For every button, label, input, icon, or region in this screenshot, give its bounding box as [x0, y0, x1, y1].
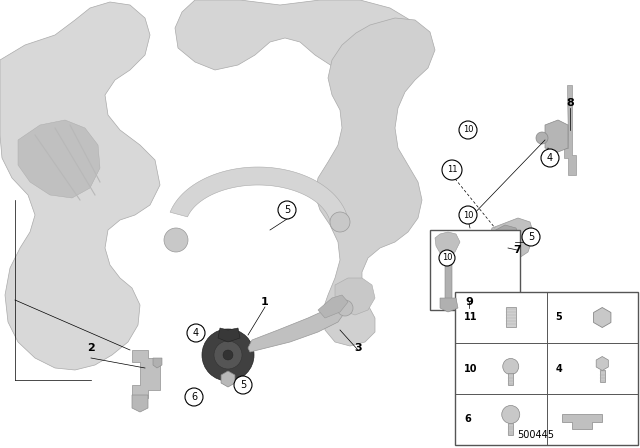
Polygon shape: [18, 120, 100, 198]
Text: 1: 1: [261, 297, 269, 307]
Polygon shape: [132, 350, 160, 398]
Circle shape: [185, 388, 203, 406]
Circle shape: [278, 201, 296, 219]
Bar: [455, 292, 638, 445]
Text: 8: 8: [566, 98, 574, 108]
Text: 11: 11: [447, 165, 457, 175]
Circle shape: [439, 250, 455, 266]
Polygon shape: [435, 232, 460, 255]
Circle shape: [459, 121, 477, 139]
Polygon shape: [545, 120, 568, 152]
Polygon shape: [318, 295, 348, 318]
Text: 3: 3: [354, 343, 362, 353]
Text: 10: 10: [442, 254, 452, 263]
Circle shape: [223, 350, 233, 360]
Text: 7: 7: [513, 245, 521, 255]
Polygon shape: [564, 85, 576, 175]
Polygon shape: [132, 395, 148, 412]
Text: 10: 10: [464, 363, 477, 374]
Text: 6: 6: [464, 414, 471, 425]
Circle shape: [330, 212, 350, 232]
Text: 4: 4: [547, 153, 553, 163]
Text: 5: 5: [240, 380, 246, 390]
Polygon shape: [596, 357, 608, 370]
Polygon shape: [0, 2, 160, 370]
Polygon shape: [218, 328, 240, 342]
Circle shape: [502, 405, 520, 423]
Circle shape: [202, 329, 254, 381]
Polygon shape: [488, 225, 520, 255]
Bar: [508, 423, 513, 435]
Polygon shape: [335, 278, 375, 315]
Text: 4: 4: [556, 363, 563, 374]
Text: 10: 10: [463, 211, 473, 220]
Circle shape: [536, 132, 548, 144]
Text: 500445: 500445: [518, 430, 554, 440]
Polygon shape: [488, 218, 534, 262]
Bar: [508, 374, 513, 385]
Text: 5: 5: [528, 232, 534, 242]
Polygon shape: [445, 252, 452, 302]
Text: 6: 6: [191, 392, 197, 402]
Polygon shape: [248, 305, 345, 352]
Polygon shape: [175, 0, 415, 72]
Circle shape: [234, 376, 252, 394]
Text: 5: 5: [556, 313, 563, 323]
Text: 10: 10: [463, 125, 473, 134]
Bar: [430, 230, 520, 310]
Circle shape: [541, 149, 559, 167]
Polygon shape: [593, 307, 611, 327]
Text: 5: 5: [284, 205, 290, 215]
Circle shape: [503, 358, 519, 375]
Text: 11: 11: [464, 313, 477, 323]
Circle shape: [442, 160, 462, 180]
Bar: [600, 370, 605, 383]
Circle shape: [214, 341, 242, 369]
Circle shape: [164, 228, 188, 252]
Text: 2: 2: [87, 343, 95, 353]
Text: 4: 4: [193, 328, 199, 338]
Polygon shape: [153, 358, 162, 368]
Circle shape: [459, 206, 477, 224]
Text: 9: 9: [465, 297, 473, 307]
Circle shape: [337, 300, 353, 316]
Bar: [506, 307, 516, 327]
Polygon shape: [499, 234, 513, 250]
Polygon shape: [561, 414, 602, 429]
Polygon shape: [315, 18, 435, 346]
Circle shape: [187, 324, 205, 342]
Polygon shape: [221, 371, 235, 387]
Polygon shape: [170, 167, 349, 224]
Circle shape: [522, 228, 540, 246]
Polygon shape: [440, 298, 458, 312]
